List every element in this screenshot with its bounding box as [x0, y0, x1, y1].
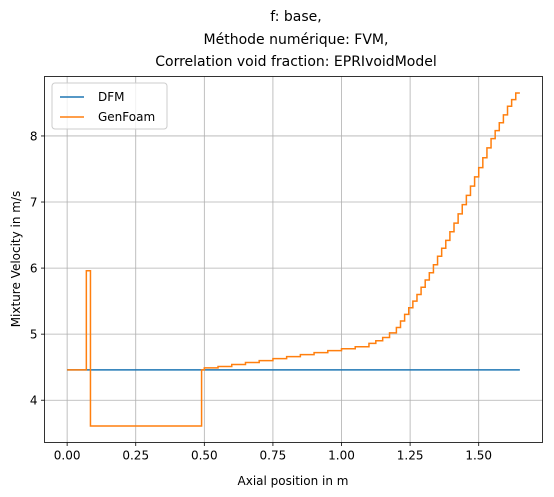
legend-label-genfoam: GenFoam — [98, 110, 155, 124]
chart-title-line-2: Méthode numérique: FVM, — [204, 32, 389, 48]
x-tick-label: 0.00 — [54, 449, 81, 463]
legend-label-dfm: DFM — [98, 90, 125, 104]
grid — [44, 76, 543, 443]
x-axis-label: Axial position in m — [238, 474, 349, 488]
x-tick-label: 0.50 — [191, 449, 218, 463]
chart-title-line-3: Correlation void fraction: EPRIvoidModel — [155, 54, 436, 70]
legend: DFM GenFoam — [51, 82, 168, 130]
y-axis-label: Mixture Velocity in m/s — [9, 191, 23, 328]
x-tick-label: 0.75 — [260, 449, 287, 463]
series-layer — [67, 92, 520, 427]
y-tick-label: 7 — [30, 195, 38, 209]
x-ticks: 0.00 0.25 0.50 0.75 1.00 1.25 1.50 — [54, 442, 492, 463]
plot-frame — [44, 76, 543, 443]
y-ticks: 4 5 6 7 8 — [30, 129, 45, 408]
x-tick-label: 0.25 — [122, 449, 149, 463]
x-tick-label: 1.25 — [397, 449, 424, 463]
y-tick-label: 6 — [30, 261, 38, 275]
y-tick-label: 4 — [30, 394, 38, 408]
series-line-genfoam — [67, 92, 520, 427]
y-tick-label: 8 — [30, 129, 38, 143]
x-tick-label: 1.00 — [328, 449, 355, 463]
x-tick-label: 1.50 — [465, 449, 492, 463]
y-tick-label: 5 — [30, 327, 38, 341]
chart-title-line-1: f: base, — [270, 9, 321, 25]
